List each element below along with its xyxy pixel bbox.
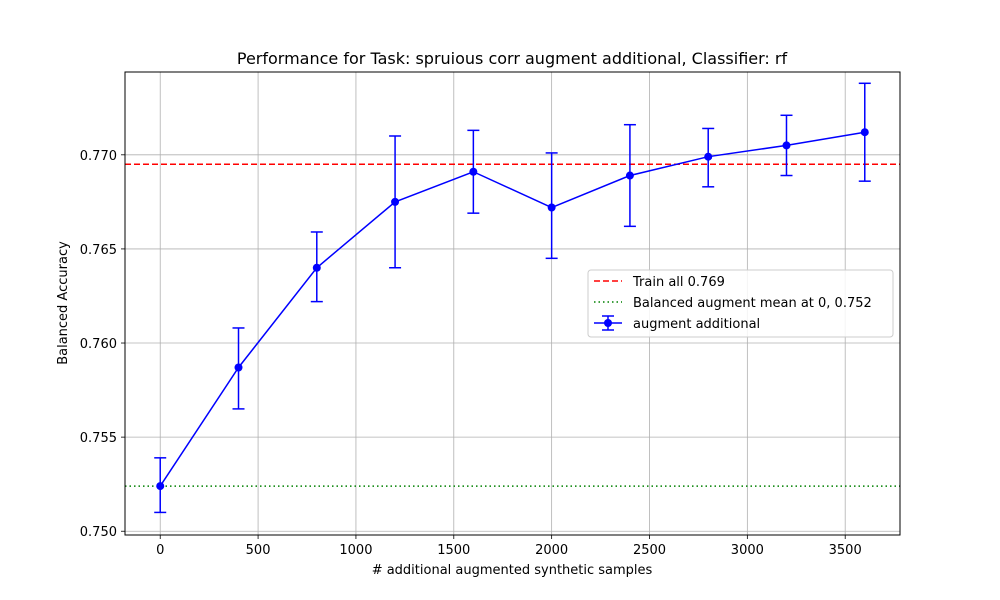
series-line bbox=[159, 131, 865, 487]
y-axis-label: Balanced Accuracy bbox=[56, 241, 71, 365]
data-point bbox=[312, 263, 321, 272]
grid-lines bbox=[125, 72, 900, 535]
data-point bbox=[234, 363, 243, 372]
data-series bbox=[154, 82, 871, 514]
legend: Train all 0.769 Balanced augment mean at… bbox=[587, 269, 894, 338]
y-tick-label: 0.755 bbox=[80, 431, 117, 446]
data-point bbox=[860, 128, 869, 137]
x-tick-label: 2500 bbox=[633, 543, 666, 558]
x-tick-label: 3500 bbox=[829, 543, 862, 558]
x-tick-label: 1500 bbox=[437, 543, 470, 558]
legend-label-augment-additional: augment additional bbox=[633, 317, 760, 332]
legend-swatch-marker bbox=[604, 319, 612, 327]
x-tick-label: 2000 bbox=[535, 543, 568, 558]
x-axis-ticks: 0 500 1000 1500 2000 2500 3000 3500 bbox=[156, 535, 862, 558]
data-point bbox=[625, 171, 634, 180]
data-point bbox=[704, 152, 713, 161]
x-tick-label: 3000 bbox=[731, 543, 764, 558]
x-tick-label: 0 bbox=[156, 543, 164, 558]
chart-title: Performance for Task: spruious corr augm… bbox=[237, 49, 788, 68]
data-point bbox=[156, 482, 165, 491]
y-tick-label: 0.760 bbox=[80, 337, 117, 352]
data-point bbox=[391, 197, 400, 206]
legend-label-train-all: Train all 0.769 bbox=[632, 275, 725, 290]
x-tick-label: 1000 bbox=[339, 543, 372, 558]
y-axis-ticks: 0.750 0.755 0.760 0.765 0.770 bbox=[80, 149, 125, 540]
data-point bbox=[782, 141, 791, 150]
y-tick-label: 0.765 bbox=[80, 243, 117, 258]
data-point bbox=[469, 167, 478, 176]
x-axis-label: # additional augmented synthetic samples bbox=[372, 563, 653, 578]
x-tick-label: 500 bbox=[246, 543, 271, 558]
reference-lines bbox=[125, 163, 900, 487]
legend-frame bbox=[587, 269, 894, 338]
y-tick-label: 0.770 bbox=[80, 149, 117, 164]
y-tick-label: 0.750 bbox=[80, 525, 117, 540]
data-point bbox=[547, 203, 556, 212]
plot-area-frame bbox=[124, 71, 901, 536]
legend-label-balanced-augment: Balanced augment mean at 0, 0.752 bbox=[633, 296, 872, 311]
